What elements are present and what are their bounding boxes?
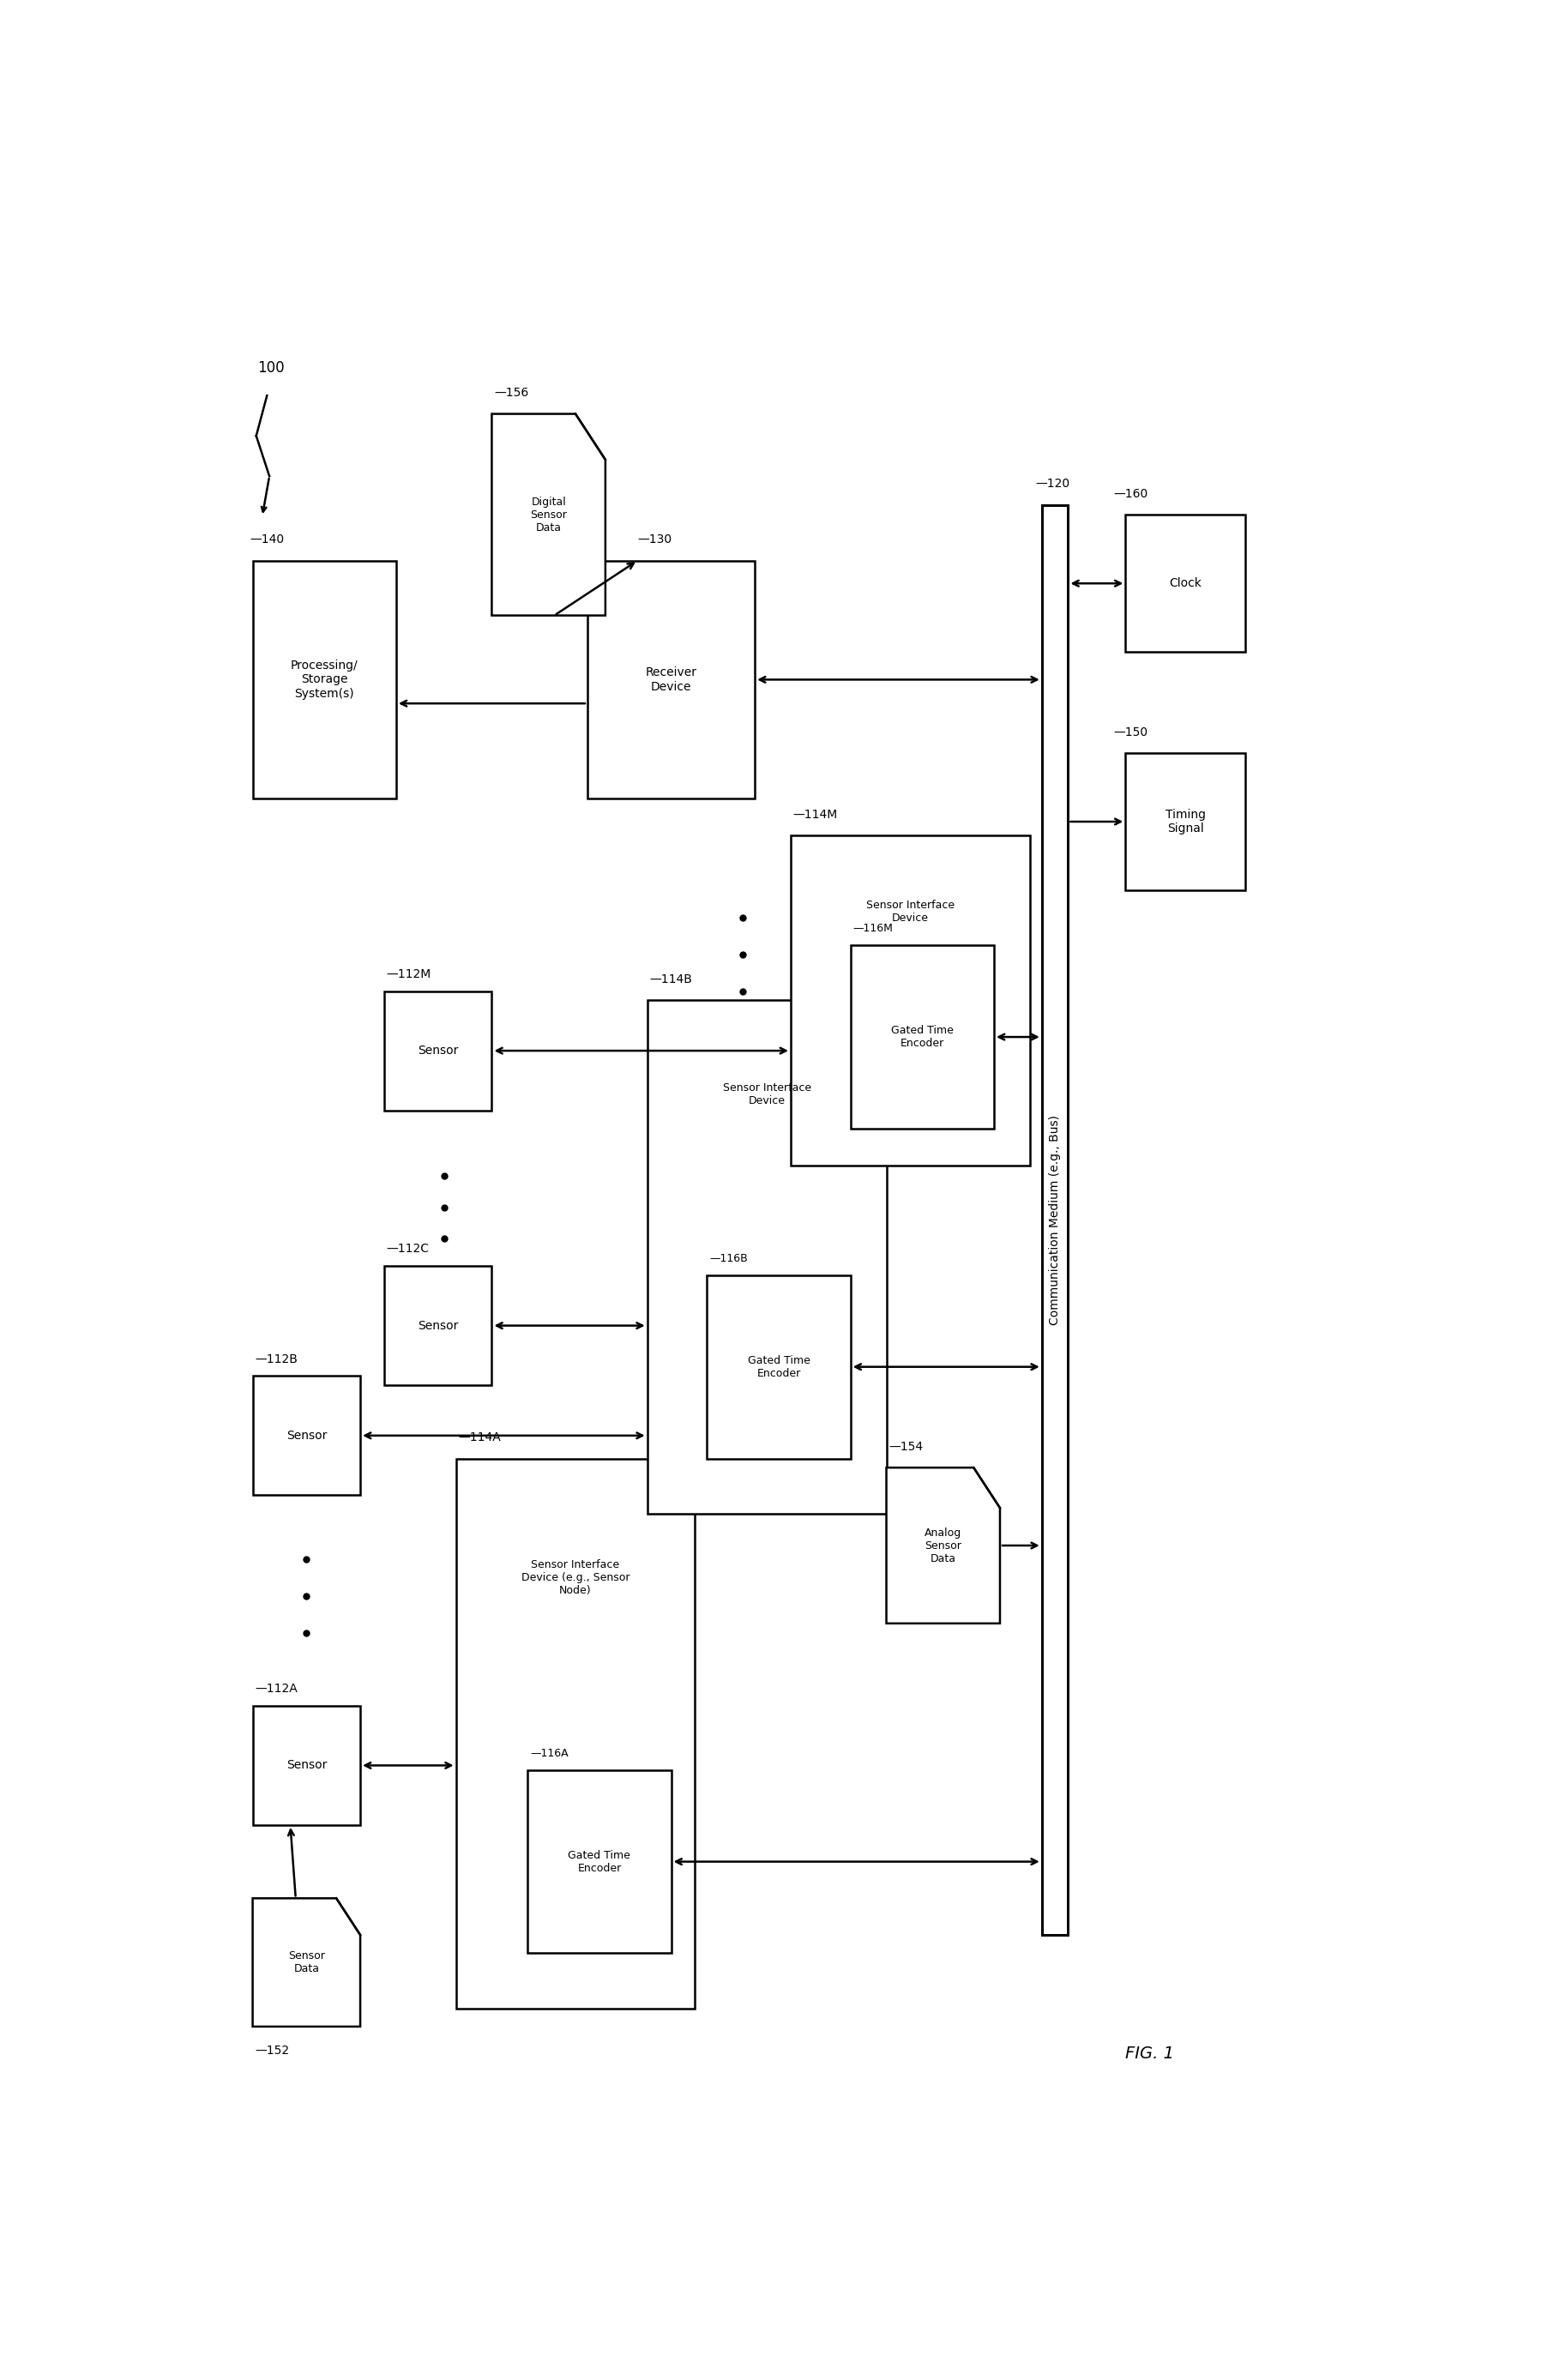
- Text: Sensor: Sensor: [285, 1759, 327, 1771]
- Text: Gated Time
Encoder: Gated Time Encoder: [746, 1354, 810, 1378]
- Text: Gated Time
Encoder: Gated Time Encoder: [567, 1849, 631, 1873]
- Bar: [791, 835, 1030, 1166]
- Text: Sensor: Sensor: [418, 1319, 458, 1330]
- Text: Processing/
Storage
System(s): Processing/ Storage System(s): [290, 659, 358, 700]
- Text: —152: —152: [254, 2044, 290, 2056]
- Bar: [588, 559, 754, 800]
- Text: —140: —140: [250, 533, 285, 545]
- Text: Clock: Clock: [1169, 578, 1201, 590]
- Polygon shape: [492, 414, 604, 616]
- Text: —112B: —112B: [254, 1352, 298, 1366]
- Text: Sensor Interface
Device (e.g., Sensor
Node): Sensor Interface Device (e.g., Sensor No…: [521, 1559, 629, 1597]
- Bar: [648, 1000, 887, 1514]
- Text: —112M: —112M: [387, 969, 432, 981]
- Text: —112C: —112C: [387, 1242, 429, 1254]
- Bar: [850, 945, 993, 1128]
- Text: Receiver
Device: Receiver Device: [645, 666, 697, 693]
- Text: —116A: —116A: [530, 1747, 567, 1759]
- Bar: [456, 1459, 694, 2009]
- Text: —112A: —112A: [254, 1683, 298, 1695]
- Bar: [384, 990, 492, 1109]
- Text: FIG. 1: FIG. 1: [1124, 2047, 1173, 2061]
- Bar: [253, 559, 396, 800]
- Text: Sensor: Sensor: [285, 1430, 327, 1442]
- Text: Sensor: Sensor: [418, 1045, 458, 1057]
- Text: Timing
Signal: Timing Signal: [1164, 809, 1204, 835]
- Text: —150: —150: [1113, 726, 1147, 738]
- Text: 100: 100: [258, 359, 284, 376]
- Text: —156: —156: [493, 388, 529, 400]
- Bar: [384, 1266, 492, 1385]
- Bar: [253, 1376, 361, 1495]
- Text: —116B: —116B: [709, 1252, 748, 1264]
- Bar: [1126, 752, 1244, 890]
- Bar: [1126, 514, 1244, 652]
- Text: —120: —120: [1035, 478, 1070, 490]
- Bar: [527, 1771, 671, 1954]
- Text: —160: —160: [1113, 488, 1147, 500]
- Text: —130: —130: [637, 533, 672, 545]
- Bar: [706, 1276, 850, 1459]
- Text: Communication Medium (e.g., Bus): Communication Medium (e.g., Bus): [1049, 1116, 1061, 1326]
- Text: Sensor
Data: Sensor Data: [288, 1952, 325, 1975]
- Text: —114M: —114M: [793, 809, 837, 821]
- Text: —114B: —114B: [649, 973, 692, 985]
- Text: Digital
Sensor
Data: Digital Sensor Data: [530, 497, 566, 533]
- Text: Sensor Interface
Device: Sensor Interface Device: [865, 900, 954, 923]
- Text: —114A: —114A: [458, 1433, 501, 1445]
- Text: —154: —154: [888, 1440, 922, 1452]
- Text: Sensor Interface
Device: Sensor Interface Device: [722, 1083, 811, 1107]
- Bar: [1041, 505, 1067, 1935]
- Bar: [253, 1706, 361, 1825]
- Polygon shape: [253, 1899, 361, 2028]
- Text: —116M: —116M: [853, 923, 893, 935]
- Text: Analog
Sensor
Data: Analog Sensor Data: [924, 1528, 961, 1564]
- Polygon shape: [885, 1468, 999, 1623]
- Text: Gated Time
Encoder: Gated Time Encoder: [890, 1026, 953, 1050]
